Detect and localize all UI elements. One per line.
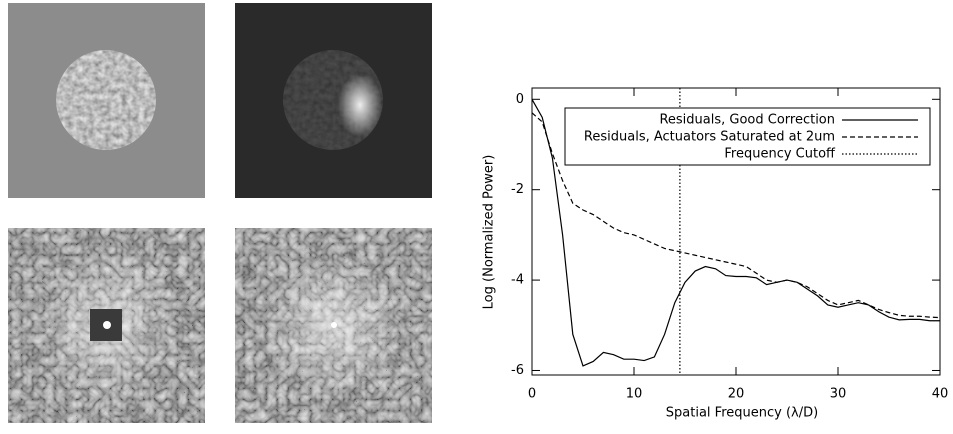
y-tick-label: 0 [516, 92, 524, 107]
legend-label: Residuals, Actuators Saturated at 2um [584, 130, 835, 145]
series-line [531, 99, 940, 367]
x-tick-label: 40 [932, 387, 949, 402]
legend-label: Residuals, Good Correction [659, 113, 835, 128]
y-axis-label: Log (Normalized Power) [482, 155, 497, 310]
phase-pupil [56, 50, 156, 150]
y-tick-label: -4 [511, 273, 524, 288]
legend-label: Frequency Cutoff [724, 147, 836, 162]
image-panels [8, 3, 432, 423]
x-axis-label: Spatial Frequency (λ/D) [666, 406, 818, 421]
x-tick-label: 30 [830, 387, 847, 402]
x-tick-label: 10 [626, 387, 643, 402]
psf-core [103, 321, 111, 329]
y-tick-label: -2 [511, 182, 524, 197]
psf-core [331, 322, 337, 328]
residual-pupil [283, 50, 383, 150]
y-tick-label: -6 [511, 363, 524, 378]
x-tick-label: 20 [728, 387, 745, 402]
series-line [531, 112, 941, 319]
x-tick-label: 0 [528, 387, 536, 402]
